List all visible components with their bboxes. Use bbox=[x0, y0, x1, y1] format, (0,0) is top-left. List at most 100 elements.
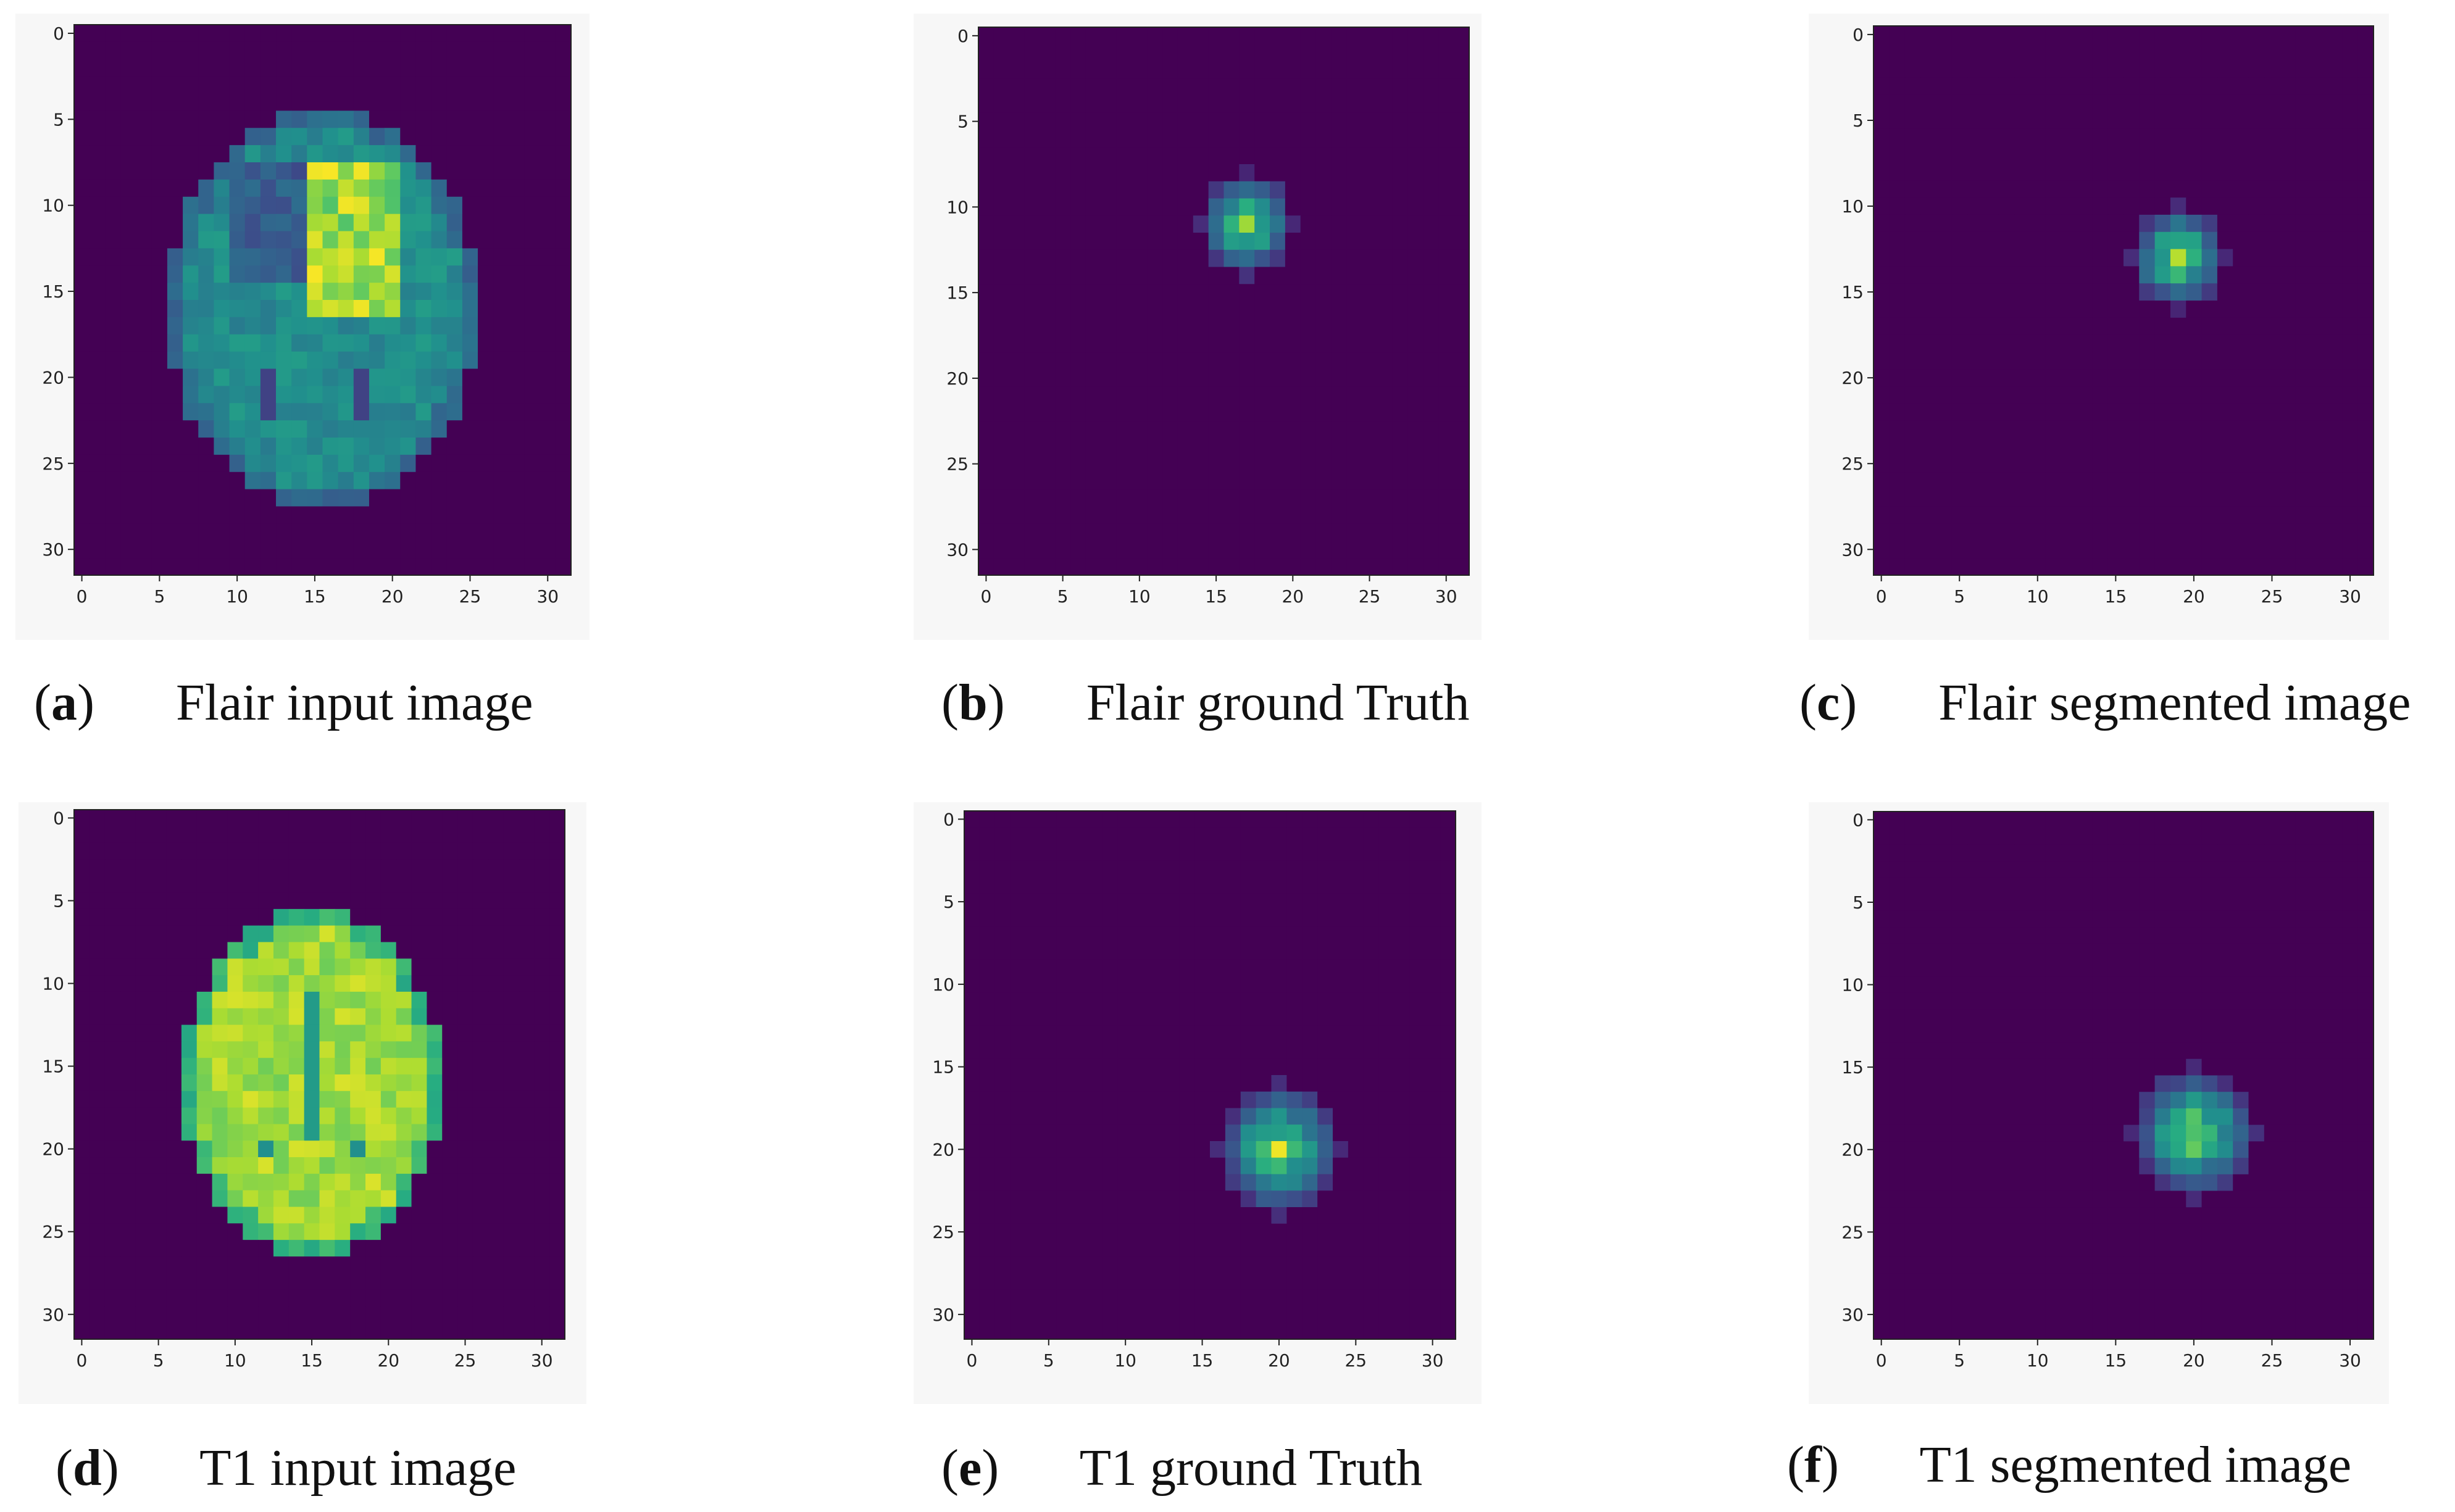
pixel-cell bbox=[1040, 472, 1056, 490]
pixel-cell bbox=[1133, 877, 1149, 894]
pixel-cell bbox=[1194, 1075, 1211, 1092]
pixel-cell bbox=[1009, 267, 1025, 285]
pixel-cell bbox=[1070, 284, 1086, 302]
pixel-cell bbox=[1009, 249, 1025, 268]
pixel-cell bbox=[1348, 1174, 1364, 1191]
pixel-cell bbox=[2139, 455, 2156, 473]
pixel-cell bbox=[1300, 489, 1317, 507]
pixel-cell bbox=[1087, 910, 1103, 927]
pixel-cell bbox=[120, 842, 136, 860]
pixel-cell bbox=[212, 975, 228, 992]
pixel-cell bbox=[415, 196, 432, 215]
pixel-cell bbox=[1423, 249, 1439, 268]
pixel-cell bbox=[1225, 1108, 1241, 1125]
pixel-cell bbox=[151, 179, 168, 197]
pixel-cell bbox=[74, 93, 90, 111]
pixel-cell bbox=[524, 283, 541, 301]
pixel-cell bbox=[1889, 197, 1906, 215]
pixel-cell bbox=[350, 810, 366, 827]
pixel-cell bbox=[1440, 1174, 1456, 1191]
pixel-cell bbox=[322, 541, 339, 559]
pixel-cell bbox=[1951, 197, 1968, 215]
pixel-cell bbox=[1056, 910, 1072, 927]
pixel-cell bbox=[2107, 301, 2124, 318]
pixel-cell bbox=[1300, 147, 1317, 165]
pixel-cell bbox=[166, 1107, 182, 1125]
pixel-cell bbox=[1423, 386, 1439, 405]
pixel-cell bbox=[151, 1273, 167, 1290]
pixel-cell bbox=[2077, 180, 2093, 198]
pixel-cell bbox=[1193, 335, 1209, 353]
pixel-cell bbox=[411, 908, 427, 926]
pixel-cell bbox=[1348, 910, 1364, 927]
pixel-cell bbox=[258, 1289, 274, 1306]
pixel-cell bbox=[307, 93, 323, 111]
pixel-cell bbox=[1239, 335, 1255, 353]
pixel-cell bbox=[183, 558, 199, 576]
pixel-cell bbox=[549, 1058, 565, 1075]
pixel-cell bbox=[74, 925, 90, 943]
pixel-cell bbox=[1254, 181, 1270, 199]
pixel-cell bbox=[1378, 827, 1395, 845]
pixel-cell bbox=[2233, 506, 2249, 525]
pixel-cell bbox=[322, 317, 339, 335]
pixel-cell bbox=[442, 1256, 458, 1274]
pixel-cell bbox=[136, 214, 152, 232]
pixel-cell bbox=[1967, 214, 1983, 233]
pixel-cell bbox=[2186, 506, 2203, 525]
pixel-cell bbox=[472, 1173, 489, 1191]
pixel-cell bbox=[338, 523, 354, 541]
pixel-cell bbox=[1147, 404, 1163, 422]
pixel-cell bbox=[396, 1273, 412, 1290]
pixel-cell bbox=[1346, 558, 1362, 576]
pixel-cell bbox=[1904, 523, 1921, 541]
pixel-cell bbox=[509, 386, 525, 404]
pixel-cell bbox=[1300, 267, 1317, 285]
pixel-cell bbox=[1346, 335, 1362, 353]
pixel-cell bbox=[353, 506, 370, 524]
pixel-cell bbox=[978, 335, 994, 353]
pixel-cell bbox=[212, 876, 228, 893]
pixel-cell bbox=[1239, 267, 1255, 285]
pixel-cell bbox=[1072, 959, 1088, 977]
pixel-cell bbox=[1317, 1108, 1333, 1125]
pixel-cell bbox=[396, 810, 412, 827]
pixel-cell bbox=[385, 41, 401, 60]
pixel-cell bbox=[335, 1140, 351, 1158]
pixel-cell bbox=[1239, 164, 1255, 182]
pixel-cell bbox=[2092, 26, 2109, 44]
pixel-cell bbox=[1085, 523, 1102, 542]
pixel-cell bbox=[243, 1190, 259, 1208]
pixel-cell bbox=[493, 300, 509, 318]
pixel-cell bbox=[446, 317, 463, 335]
pixel-cell bbox=[105, 403, 122, 421]
pixel-cell bbox=[2014, 249, 2030, 267]
pixel-cell bbox=[540, 93, 556, 111]
pixel-cell bbox=[229, 523, 246, 541]
pixel-cell bbox=[540, 386, 556, 404]
pixel-cell bbox=[1041, 943, 1057, 960]
pixel-cell bbox=[427, 876, 443, 893]
pixel-cell bbox=[1377, 78, 1393, 96]
pixel-cell bbox=[1346, 438, 1362, 456]
pixel-cell bbox=[227, 958, 243, 976]
pixel-cell bbox=[1904, 420, 1921, 439]
pixel-cell bbox=[2107, 266, 2124, 284]
pixel-cell bbox=[350, 1041, 366, 1058]
pixel-cell bbox=[1936, 128, 1953, 147]
pixel-cell bbox=[151, 1157, 167, 1174]
pixel-cell bbox=[2233, 77, 2249, 95]
pixel-cell bbox=[353, 368, 370, 386]
pixel-cell bbox=[1148, 1157, 1164, 1175]
pixel-cell bbox=[104, 876, 121, 893]
pixel-cell bbox=[979, 1157, 996, 1175]
pixel-cell bbox=[1116, 455, 1133, 473]
pixel-cell bbox=[1394, 1190, 1410, 1208]
pixel-cell bbox=[380, 842, 397, 860]
pixel-cell bbox=[1208, 78, 1225, 96]
pixel-cell bbox=[1346, 386, 1362, 405]
pixel-cell bbox=[978, 523, 994, 542]
pixel-cell bbox=[120, 1173, 136, 1191]
x-tick-label: 15 bbox=[301, 1350, 323, 1371]
pixel-cell bbox=[488, 925, 504, 943]
